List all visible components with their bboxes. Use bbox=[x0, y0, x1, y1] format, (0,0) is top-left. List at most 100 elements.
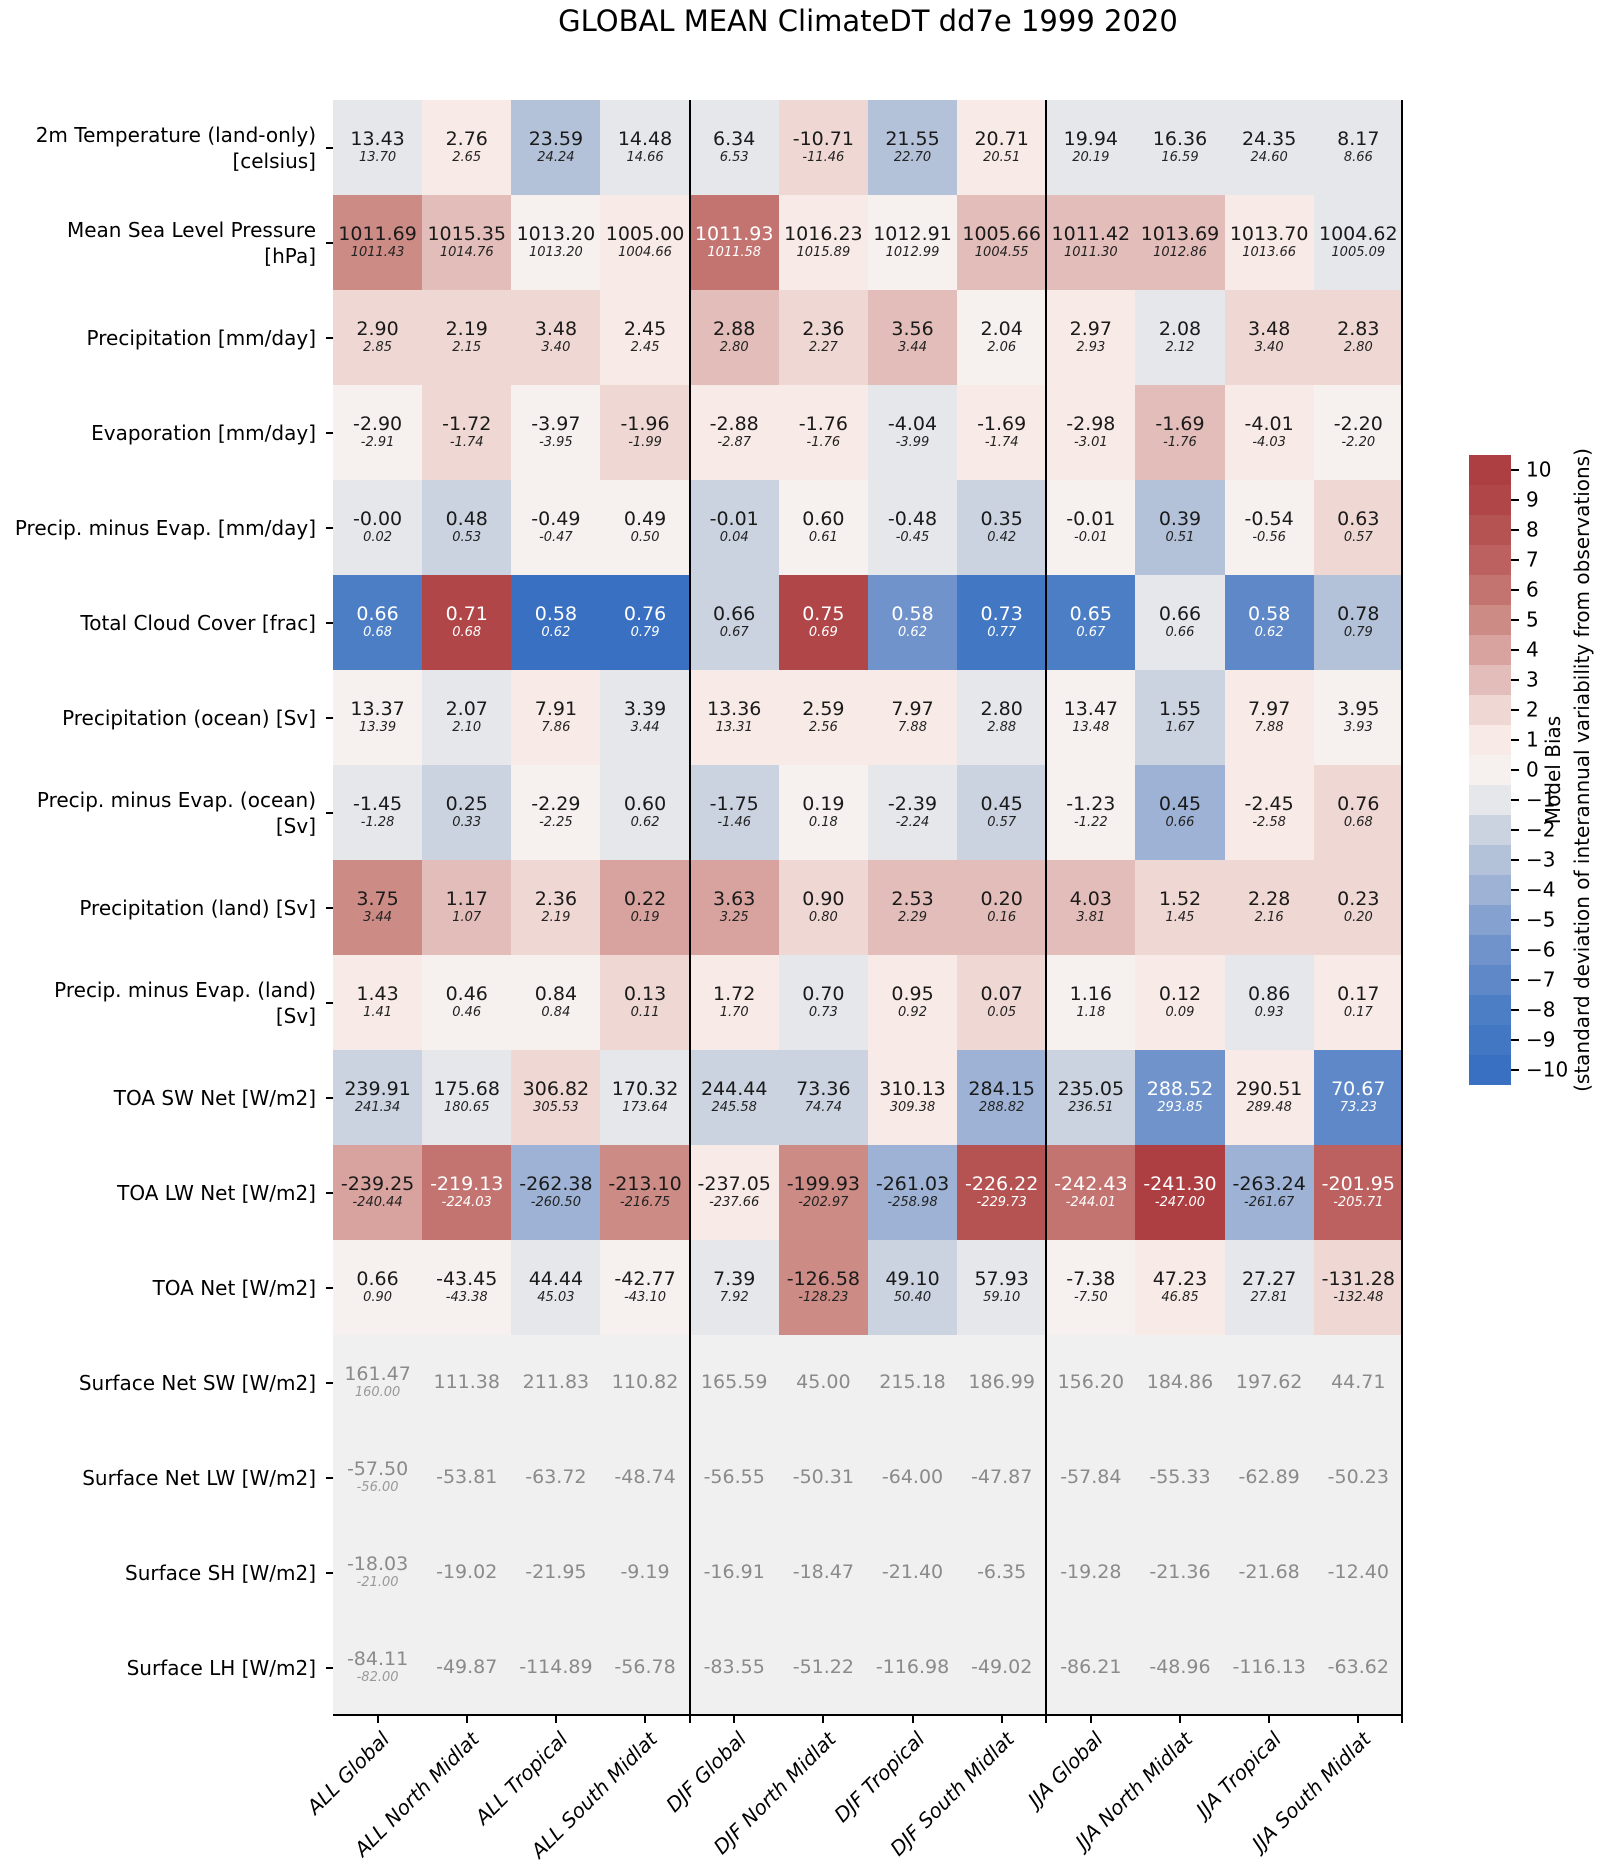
heatmap-cell-r17-c3: -114.89 bbox=[511, 1620, 601, 1715]
colorbar-tick-label: 10 bbox=[1526, 457, 1552, 482]
cell-obs-value: -1.28 bbox=[360, 815, 395, 831]
cell-obs-value: -2.25 bbox=[539, 815, 573, 831]
cell-value: 197.62 bbox=[1235, 1370, 1303, 1393]
cell-obs-value: 7.88 bbox=[1254, 720, 1284, 736]
cell-value: 44.71 bbox=[1331, 1370, 1386, 1393]
y-axis-tick bbox=[326, 716, 333, 719]
cell-obs-value: 1.07 bbox=[452, 910, 482, 926]
heatmap-cell-r1-c3: 23.59 24.24 bbox=[511, 100, 601, 195]
colorbar-tick bbox=[1511, 739, 1519, 741]
heatmap-cell-r14-c11: 197.62 bbox=[1224, 1335, 1314, 1430]
row-label-text: [Sv] bbox=[275, 1003, 316, 1028]
colorbar-segment bbox=[1469, 725, 1511, 755]
colorbar-segment bbox=[1469, 455, 1511, 485]
cell-obs-value: 0.93 bbox=[1254, 1005, 1284, 1021]
cell-obs-value: 50.40 bbox=[893, 1290, 932, 1306]
row-label-text: Precipitation (ocean) [Sv] bbox=[62, 705, 316, 730]
cell-obs-value: -3.01 bbox=[1074, 435, 1108, 451]
colorbar-segment bbox=[1469, 935, 1511, 965]
cell-obs-value: 0.79 bbox=[630, 625, 660, 641]
cell-value: 1.55 bbox=[1158, 698, 1202, 721]
y-axis-tick bbox=[326, 811, 333, 814]
heatmap-cell-r17-c9: -86.21 bbox=[1046, 1620, 1136, 1715]
heatmap-cell-r14-c1: 161.47 160.00 bbox=[333, 1335, 423, 1430]
cell-value: 2.36 bbox=[802, 318, 845, 341]
cell-obs-value: 2.45 bbox=[630, 340, 660, 356]
cell-obs-value: 0.04 bbox=[719, 530, 749, 546]
cell-value: -12.40 bbox=[1327, 1560, 1389, 1583]
cell-value: 0.66 bbox=[713, 603, 756, 626]
cell-value: -7.38 bbox=[1066, 1268, 1116, 1291]
cell-value: 0.07 bbox=[980, 983, 1023, 1006]
cell-obs-value: 2.80 bbox=[719, 340, 749, 356]
colorbar-tick bbox=[1511, 589, 1519, 591]
cell-value: 3.39 bbox=[623, 698, 667, 721]
colorbar-tick bbox=[1511, 679, 1519, 681]
cell-obs-value: 27.81 bbox=[1250, 1290, 1288, 1306]
heatmap-cell-r16-c2: -19.02 bbox=[422, 1525, 512, 1620]
cell-value: 284.15 bbox=[968, 1078, 1035, 1101]
cell-obs-value: 0.57 bbox=[1343, 530, 1373, 546]
colorbar-tick-label: 7 bbox=[1526, 547, 1539, 572]
cell-value: -55.33 bbox=[1149, 1465, 1211, 1488]
heatmap-cell-r1-c12: 8.17 8.66 bbox=[1313, 100, 1403, 195]
cell-obs-value: 1012.99 bbox=[885, 245, 940, 261]
cell-value: -2.98 bbox=[1066, 413, 1116, 436]
colorbar-tick bbox=[1511, 889, 1519, 891]
colorbar-segment bbox=[1469, 1055, 1511, 1085]
cell-obs-value: 2.80 bbox=[1343, 340, 1373, 356]
cell-obs-value: -202.97 bbox=[798, 1195, 849, 1211]
heatmap-cell-r11-c5: 244.44 245.58 bbox=[689, 1050, 779, 1145]
cell-obs-value: 0.19 bbox=[630, 910, 660, 926]
cell-obs-value: 0.66 bbox=[1165, 625, 1195, 641]
cell-value: 1005.66 bbox=[962, 223, 1041, 246]
cell-value: 2.90 bbox=[356, 318, 399, 341]
cell-obs-value: 13.31 bbox=[715, 720, 753, 736]
cell-value: -131.28 bbox=[1321, 1268, 1395, 1291]
cell-value: 170.32 bbox=[611, 1078, 679, 1101]
heatmap-cell-r12-c5: -237.05 -237.66 bbox=[689, 1145, 779, 1240]
heatmap-cell-r5-c12: 0.63 0.57 bbox=[1313, 480, 1403, 575]
colorbar-tick bbox=[1511, 799, 1519, 801]
x-axis-tick bbox=[911, 1715, 914, 1723]
cell-value: 1011.69 bbox=[338, 223, 417, 246]
colorbar-tick bbox=[1511, 529, 1519, 531]
cell-obs-value: 0.80 bbox=[808, 910, 838, 926]
heatmap-cell-r12-c10: -241.30 -247.00 bbox=[1135, 1145, 1225, 1240]
cell-obs-value: 7.86 bbox=[541, 720, 571, 736]
cell-value: -1.96 bbox=[620, 413, 670, 436]
cell-value: 1013.20 bbox=[516, 223, 596, 246]
cell-value: -126.58 bbox=[786, 1268, 861, 1291]
cell-obs-value: -2.20 bbox=[1341, 435, 1376, 451]
cell-value: 13.37 bbox=[350, 698, 405, 721]
cell-obs-value: 0.67 bbox=[1076, 625, 1106, 641]
heatmap-cell-r17-c6: -51.22 bbox=[778, 1620, 868, 1715]
heatmap-cell-r11-c2: 175.68 180.65 bbox=[422, 1050, 512, 1145]
cell-obs-value: 1013.20 bbox=[529, 245, 583, 261]
cell-value: -116.98 bbox=[875, 1655, 950, 1678]
cell-obs-value: -2.91 bbox=[360, 435, 395, 451]
cell-value: 8.17 bbox=[1337, 128, 1380, 151]
row-label-text: Total Cloud Cover [frac] bbox=[80, 610, 316, 635]
heatmap-cell-r2-c4: 1005.00 1004.66 bbox=[600, 195, 690, 290]
cell-value: 2.28 bbox=[1247, 888, 1291, 911]
cell-obs-value: 3.81 bbox=[1076, 910, 1106, 926]
heatmap-cell-r12-c8: -226.22 -229.73 bbox=[957, 1145, 1047, 1240]
cell-obs-value: -1.74 bbox=[449, 435, 484, 451]
cell-obs-value: 0.62 bbox=[898, 625, 927, 641]
heatmap-cell-r14-c3: 211.83 bbox=[511, 1335, 601, 1430]
colorbar-tick-label: 2 bbox=[1526, 697, 1539, 722]
cell-obs-value: 13.48 bbox=[1072, 720, 1110, 736]
colorbar-segment bbox=[1469, 815, 1511, 845]
cell-value: 0.20 bbox=[980, 888, 1023, 911]
heatmap-cell-r17-c7: -116.98 bbox=[867, 1620, 958, 1715]
row-label-text: 2m Temperature (land-only) bbox=[35, 122, 316, 147]
row-label-4: Evaporation [mm/day] bbox=[0, 385, 326, 480]
x-axis-tick bbox=[465, 1715, 468, 1723]
cell-obs-value: -11.46 bbox=[802, 150, 845, 166]
row-label-2: Mean Sea Level Pressure [hPa] bbox=[0, 195, 326, 290]
cell-obs-value: 13.39 bbox=[358, 720, 397, 736]
cell-value: -48.74 bbox=[614, 1465, 676, 1488]
colorbar-segment bbox=[1469, 635, 1511, 665]
